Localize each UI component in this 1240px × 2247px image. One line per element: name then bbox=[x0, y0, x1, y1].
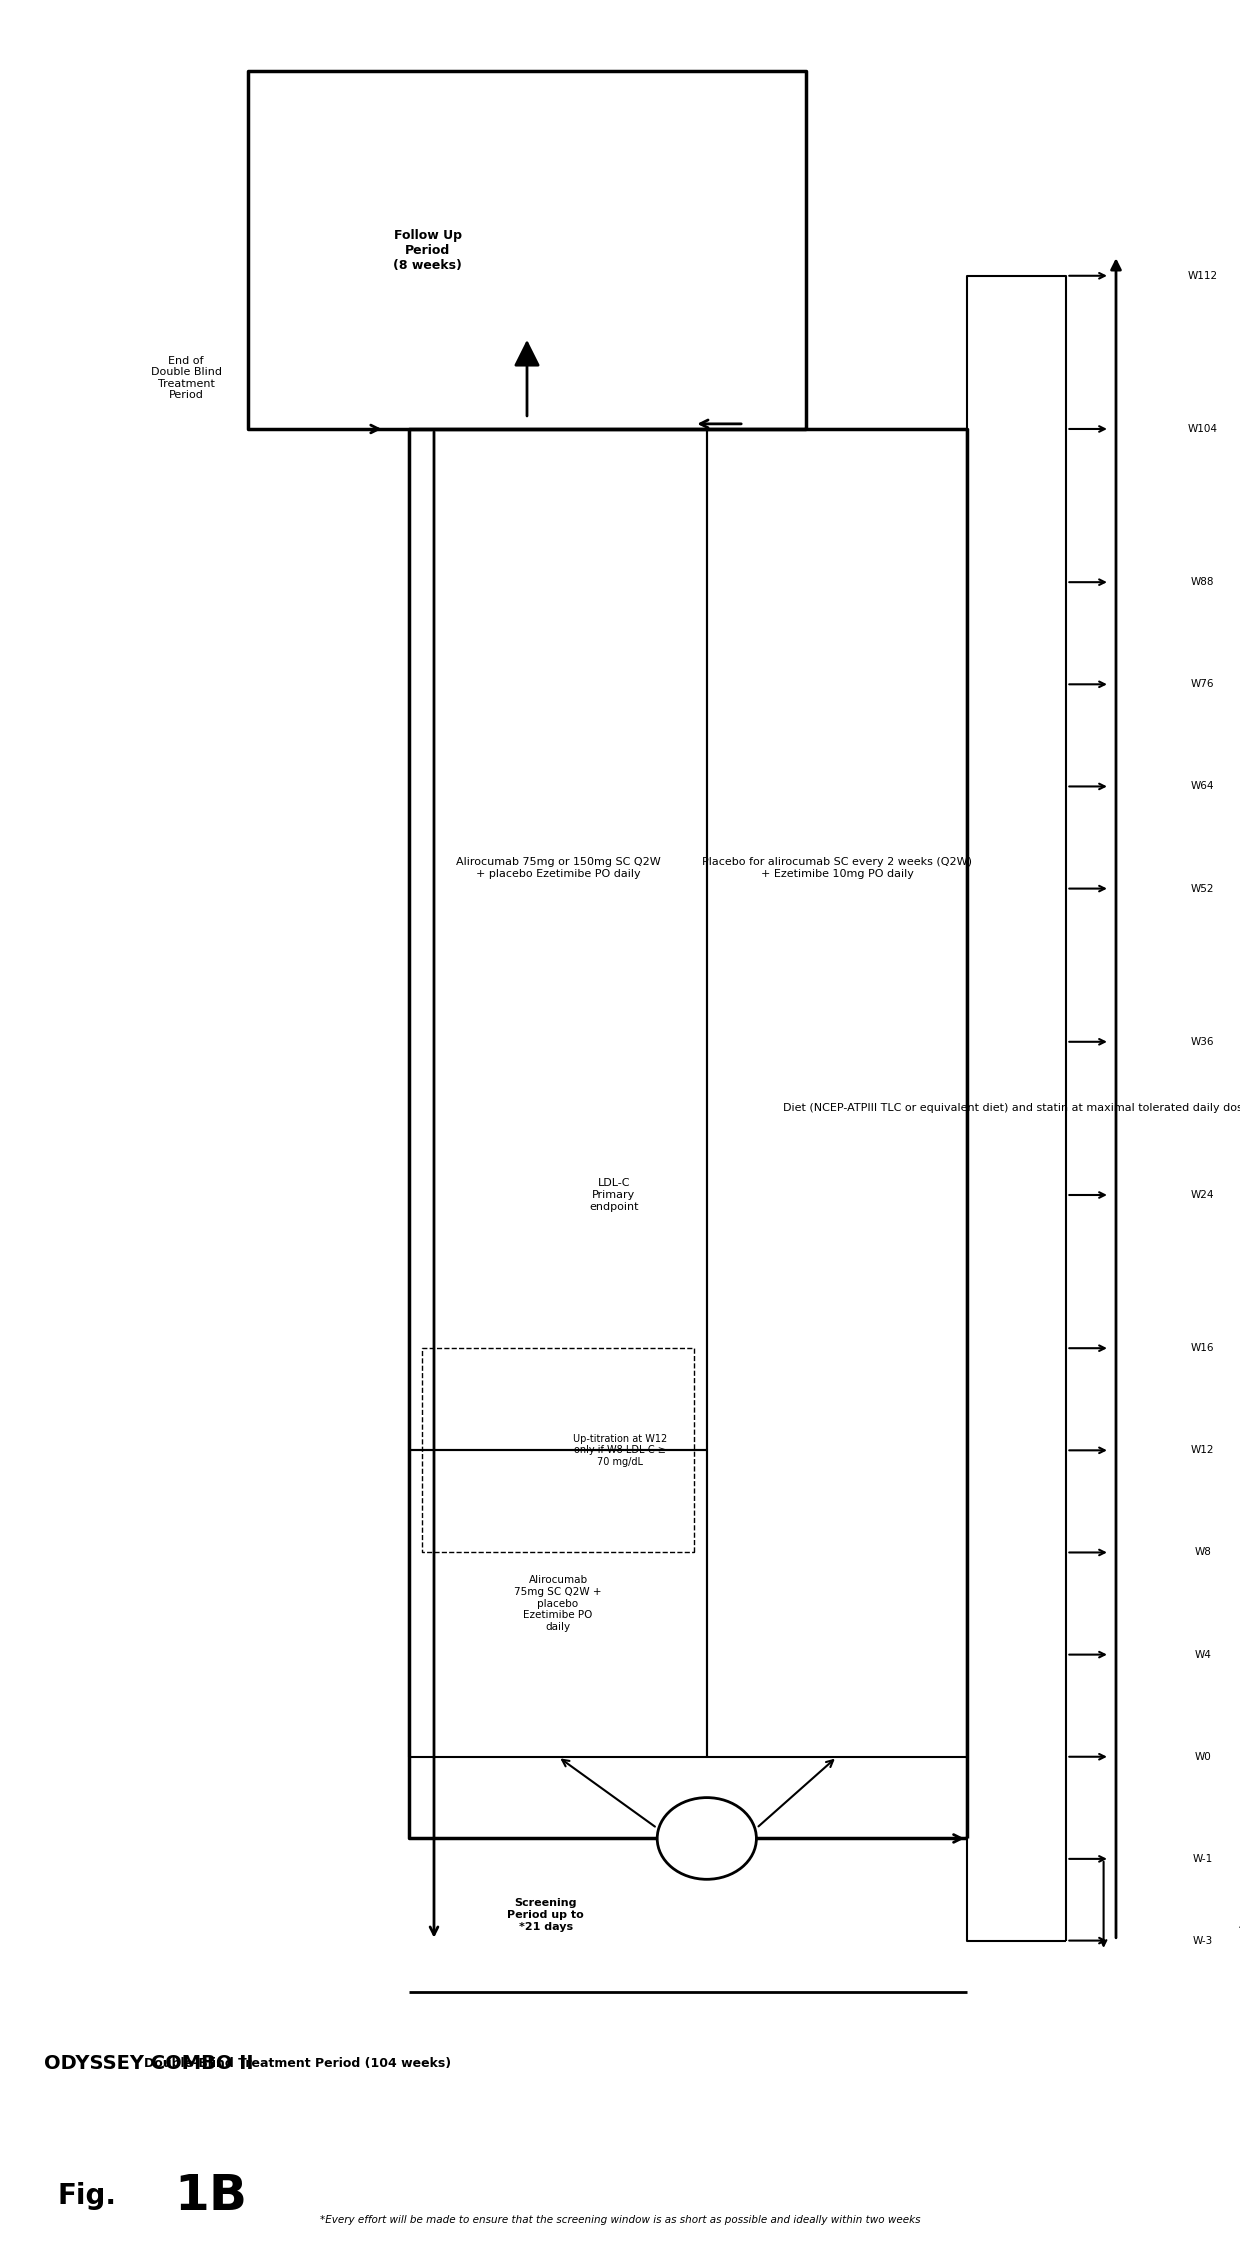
Text: W24: W24 bbox=[1192, 1191, 1214, 1200]
Text: LDL-C
Primary
endpoint: LDL-C Primary endpoint bbox=[589, 1177, 639, 1211]
Text: Fig.: Fig. bbox=[57, 2182, 117, 2211]
Text: R: R bbox=[702, 1831, 712, 1845]
Polygon shape bbox=[248, 72, 806, 429]
Text: W36: W36 bbox=[1192, 1036, 1214, 1047]
Ellipse shape bbox=[657, 1798, 756, 1878]
Polygon shape bbox=[409, 1449, 707, 1757]
Text: W88: W88 bbox=[1192, 577, 1214, 586]
Text: W16: W16 bbox=[1192, 1344, 1214, 1353]
Text: W104: W104 bbox=[1188, 425, 1218, 434]
Polygon shape bbox=[409, 429, 967, 1838]
Text: Diet (NCEP-ATPIII TLC or equivalent diet) and statin at maximal tolerated daily : Diet (NCEP-ATPIII TLC or equivalent diet… bbox=[784, 1103, 1240, 1112]
Text: W64: W64 bbox=[1192, 782, 1214, 791]
Polygon shape bbox=[967, 276, 1066, 1941]
Text: W112: W112 bbox=[1188, 272, 1218, 281]
Text: Screening
Period up to
*21 days: Screening Period up to *21 days bbox=[507, 1899, 584, 1932]
Text: 1B: 1B bbox=[175, 2173, 247, 2220]
Text: *Every effort will be made to ensure that the screening window is as short as po: *Every effort will be made to ensure tha… bbox=[320, 2216, 920, 2225]
Polygon shape bbox=[707, 429, 967, 1757]
Text: Follow Up
Period
(8 weeks): Follow Up Period (8 weeks) bbox=[393, 229, 463, 272]
Text: Up-titration at W12
only if W8 LDL-C ≥
70 mg/dL: Up-titration at W12 only if W8 LDL-C ≥ 7… bbox=[573, 1434, 667, 1467]
Text: Screening
visit: Screening visit bbox=[1239, 1919, 1240, 1941]
Text: End of
Double Blind
Treatment
Period: End of Double Blind Treatment Period bbox=[150, 355, 222, 400]
Text: Alirocumab 75mg or 150mg SC Q2W
+ placebo Ezetimibe PO daily: Alirocumab 75mg or 150mg SC Q2W + placeb… bbox=[455, 858, 661, 879]
Text: W-1: W-1 bbox=[1193, 1854, 1213, 1863]
Text: W8: W8 bbox=[1194, 1548, 1211, 1557]
Text: Double-Blind Treatment Period (104 weeks): Double-Blind Treatment Period (104 weeks… bbox=[144, 2056, 451, 2069]
Text: Alirocumab
75mg SC Q2W +
placebo
Ezetimibe PO
daily: Alirocumab 75mg SC Q2W + placebo Ezetimi… bbox=[515, 1575, 601, 1631]
Polygon shape bbox=[409, 429, 707, 1449]
Text: Placebo for alirocumab SC every 2 weeks (Q2W)
+ Ezetimibe 10mg PO daily: Placebo for alirocumab SC every 2 weeks … bbox=[702, 858, 972, 879]
Text: W76: W76 bbox=[1192, 679, 1214, 690]
Text: W0: W0 bbox=[1194, 1753, 1211, 1762]
Text: ODYSSEY COMBO II: ODYSSEY COMBO II bbox=[45, 2054, 253, 2072]
Text: W12: W12 bbox=[1192, 1445, 1214, 1456]
Text: W52: W52 bbox=[1192, 883, 1214, 894]
Text: W4: W4 bbox=[1194, 1649, 1211, 1661]
Text: W-3: W-3 bbox=[1193, 1935, 1213, 1946]
Polygon shape bbox=[422, 1348, 694, 1553]
